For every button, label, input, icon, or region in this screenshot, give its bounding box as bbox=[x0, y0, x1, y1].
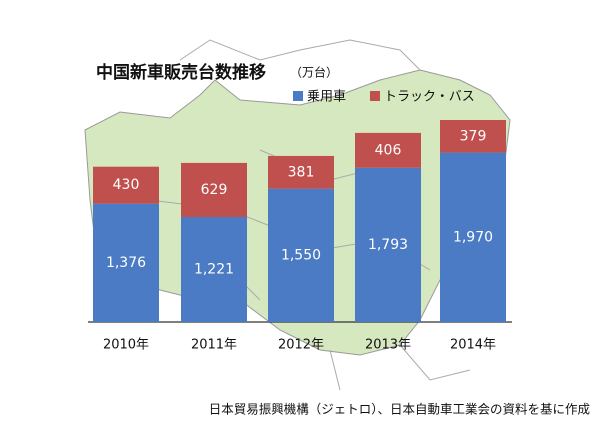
x-tick-label: 2014年 bbox=[450, 338, 496, 353]
value-label: 1,221 bbox=[194, 262, 234, 278]
value-label: 1,970 bbox=[453, 229, 493, 245]
value-label: 629 bbox=[201, 182, 228, 198]
legend-swatch bbox=[370, 91, 380, 101]
bar-segment bbox=[268, 155, 334, 189]
value-label: 379 bbox=[460, 128, 487, 144]
value-label: 1,376 bbox=[106, 255, 146, 271]
x-tick-label: 2012年 bbox=[278, 338, 324, 353]
bar-segment bbox=[268, 188, 334, 322]
value-label: 430 bbox=[113, 177, 140, 193]
legend-label: トラック・バス bbox=[384, 90, 475, 105]
bar-segment bbox=[181, 217, 247, 322]
chart-title: 中国新車販売台数推移 bbox=[96, 62, 266, 83]
source-note: 日本貿易振興機構（ジェトロ）、日本自動車工業会の資料を基に作成 bbox=[209, 402, 590, 417]
x-tick-label: 2013年 bbox=[365, 338, 411, 353]
bar-segment bbox=[355, 132, 421, 168]
bar-segment bbox=[181, 162, 247, 218]
chart-subtitle: （万台） bbox=[290, 65, 338, 80]
value-label: 381 bbox=[288, 164, 315, 180]
legend-label: 乗用車 bbox=[307, 90, 346, 105]
bar-segment bbox=[355, 167, 421, 322]
value-label: 1,793 bbox=[368, 237, 408, 253]
legend-swatch bbox=[293, 91, 303, 101]
bar-segment bbox=[440, 152, 506, 322]
bar-segment bbox=[93, 166, 159, 204]
bar-segment bbox=[93, 203, 159, 322]
bar-segment bbox=[440, 120, 506, 153]
x-tick-label: 2010年 bbox=[103, 338, 149, 353]
value-label: 1,550 bbox=[281, 247, 321, 263]
x-tick-label: 2011年 bbox=[191, 338, 237, 353]
value-label: 406 bbox=[375, 142, 402, 158]
